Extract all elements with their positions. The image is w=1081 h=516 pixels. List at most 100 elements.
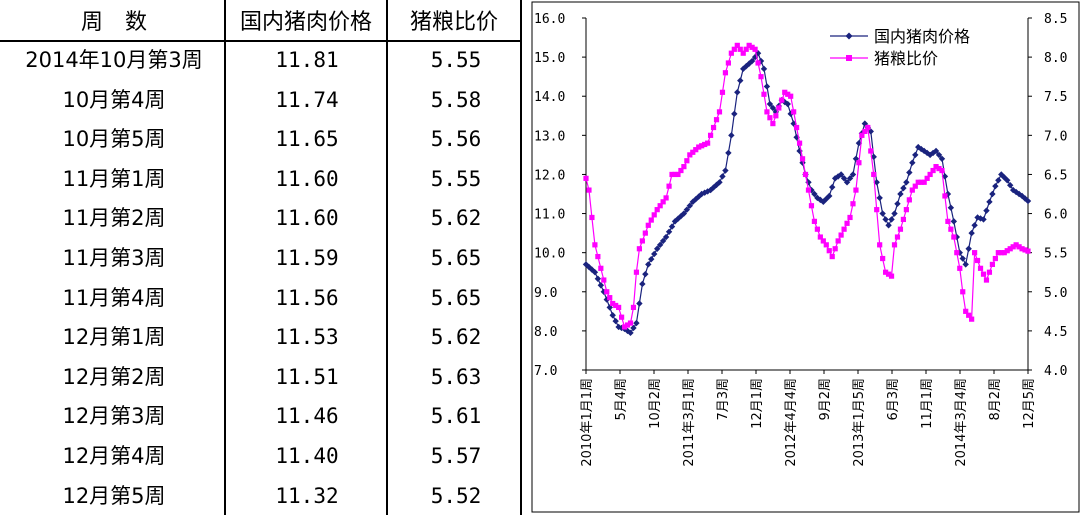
data-point <box>702 141 708 148</box>
cell-ratio: 5.61 <box>430 404 482 429</box>
data-point <box>653 245 661 252</box>
data-point <box>906 197 912 203</box>
table-divider <box>224 0 226 515</box>
cell-week: 2014年10月第3周 <box>25 48 203 72</box>
data-point <box>909 159 916 166</box>
left-tick-label: 13.0 <box>534 129 565 144</box>
data-point <box>909 187 915 193</box>
data-point <box>627 320 634 326</box>
left-tick-label: 10.0 <box>534 247 565 262</box>
data-point <box>791 109 797 115</box>
data-point <box>755 60 761 66</box>
table-row: 12月第5周 11.32 5.52 <box>0 477 530 516</box>
data-point <box>880 255 886 262</box>
cell-ratio: 5.65 <box>430 245 482 270</box>
data-point <box>743 46 749 52</box>
table-divider <box>520 0 522 515</box>
data-point <box>882 216 889 223</box>
cell-ratio: 5.62 <box>430 325 482 350</box>
data-point <box>793 134 800 141</box>
data-point <box>820 238 826 244</box>
x-tick-label: 6月3周 <box>886 378 901 421</box>
data-point <box>693 147 699 153</box>
data-point <box>754 50 762 57</box>
data-point <box>871 171 877 178</box>
data-point <box>687 152 693 158</box>
data-point <box>728 50 734 56</box>
right-tick-label: 4.5 <box>1044 325 1067 340</box>
cell-ratio: 5.58 <box>430 87 482 112</box>
data-point <box>906 169 913 176</box>
data-point <box>935 151 943 159</box>
data-point <box>948 226 954 232</box>
data-point <box>989 261 996 267</box>
data-point <box>1022 247 1028 253</box>
data-point <box>642 270 649 278</box>
data-point <box>962 261 969 268</box>
data-point <box>968 229 975 237</box>
data-point <box>796 147 803 155</box>
left-tick-label: 14.0 <box>534 90 565 105</box>
data-point <box>897 226 904 232</box>
x-tick-label: 2011年3月1周 <box>682 378 697 467</box>
data-point <box>648 217 654 223</box>
table-row: 11月第4周 11.56 5.65 <box>0 279 530 319</box>
data-point <box>945 218 951 224</box>
table-divider <box>386 0 388 515</box>
chart-frame <box>531 1 1080 513</box>
data-point <box>950 218 958 225</box>
data-point <box>672 171 678 178</box>
data-point <box>811 218 818 224</box>
data-point <box>678 167 684 174</box>
price-table: 周 数 国内猪肉价格 猪粮比价 2014年10月第3周 11.81 5.55 10月… <box>0 0 530 515</box>
right-tick-label: 7.5 <box>1044 90 1067 105</box>
data-point <box>639 238 645 244</box>
data-point <box>888 273 895 279</box>
right-tick-label: 8.0 <box>1044 51 1067 66</box>
data-point <box>583 175 589 181</box>
data-point <box>698 190 705 198</box>
data-point <box>663 195 669 201</box>
x-tick-label: 12月1周 <box>750 378 765 429</box>
cell-pork-price: 11.56 <box>275 285 339 310</box>
data-point <box>927 171 933 178</box>
data-point <box>728 132 735 139</box>
data-point <box>763 83 771 90</box>
data-point <box>849 171 857 178</box>
data-point <box>642 230 648 236</box>
right-tick-label: 5.5 <box>1044 247 1067 262</box>
data-point <box>932 147 940 155</box>
left-tick-label: 12.0 <box>534 168 565 183</box>
data-point <box>776 105 782 111</box>
data-point <box>788 93 794 99</box>
data-point <box>686 202 694 209</box>
data-point <box>870 153 877 161</box>
data-point <box>868 148 874 154</box>
data-point <box>790 120 797 127</box>
data-point <box>965 245 972 252</box>
data-point <box>595 253 601 260</box>
left-tick-label: 15.0 <box>534 51 565 66</box>
data-point <box>610 300 616 307</box>
cell-week: 12月第2周 <box>62 364 166 389</box>
data-point <box>719 89 726 95</box>
data-point <box>630 304 637 311</box>
data-point <box>654 207 660 213</box>
left-tick-label: 7.0 <box>534 364 557 379</box>
data-point <box>699 143 705 149</box>
data-point <box>707 132 714 138</box>
cell-pork-price: 11.81 <box>275 48 339 72</box>
data-point <box>814 226 820 232</box>
data-point <box>616 304 622 311</box>
data-point <box>808 203 815 209</box>
data-point <box>921 179 927 185</box>
data-point <box>671 218 679 225</box>
data-point <box>731 110 738 118</box>
data-point <box>805 179 812 186</box>
table-row: 11月第3周 11.59 5.65 <box>0 239 530 279</box>
data-point <box>954 250 960 256</box>
data-point <box>992 182 999 190</box>
data-point <box>1001 250 1007 256</box>
data-point <box>983 277 990 283</box>
series-hog-grain-ratio <box>583 42 1031 330</box>
